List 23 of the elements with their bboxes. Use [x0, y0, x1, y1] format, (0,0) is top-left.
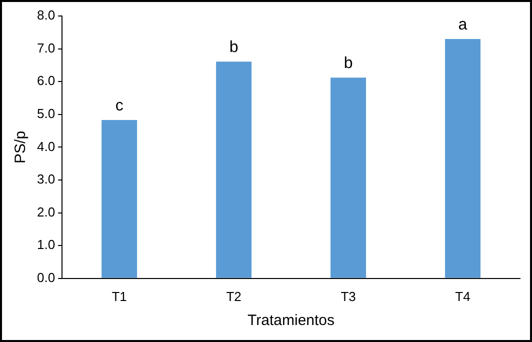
bar	[216, 62, 252, 278]
data-label: c	[115, 97, 124, 114]
y-tick-label: 2.0	[36, 204, 56, 220]
x-tick-label: T3	[340, 288, 356, 304]
x-tick-label: T4	[455, 288, 470, 304]
y-tick-label: 8.0	[36, 8, 56, 23]
y-tick-label: 4.0	[36, 138, 56, 154]
bar	[330, 78, 366, 278]
data-label: b	[229, 39, 238, 56]
x-tick-label: T1	[112, 288, 127, 304]
data-label: a	[458, 16, 468, 34]
x-axis-title: Tratamientos	[248, 312, 335, 330]
y-tick-label: 7.0	[36, 40, 56, 56]
bar	[102, 120, 138, 278]
y-tick-label: 3.0	[36, 172, 56, 187]
y-tick-label: 1.0	[36, 237, 56, 252]
y-tick-label: 6.0	[36, 73, 56, 88]
bar	[445, 38, 481, 278]
y-axis-title: PS/p	[12, 130, 30, 164]
x-tick-label: T2	[226, 288, 242, 304]
y-tick-label: 5.0	[36, 106, 56, 121]
data-label: b	[344, 55, 353, 72]
y-tick-label: 0.0	[36, 270, 56, 285]
